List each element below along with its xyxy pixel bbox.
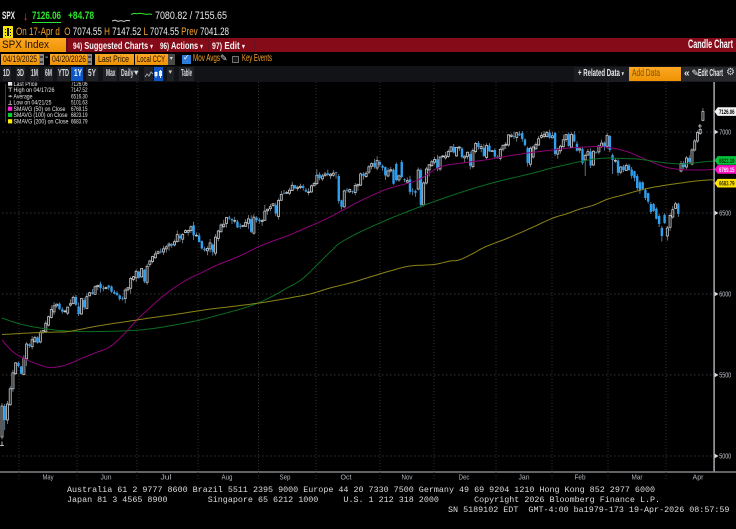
svg-text:6500: 6500 [719, 211, 731, 218]
svg-text:Jul: Jul [161, 473, 172, 482]
svg-text:6769.15: 6769.15 [719, 167, 735, 174]
svg-text:SMAVG (100) on Close: SMAVG (100) on Close [14, 112, 68, 119]
svg-text:Mar: Mar [632, 473, 643, 482]
svg-text:High on 04/17/26: High on 04/17/26 [14, 87, 55, 94]
svg-text:5101.63: 5101.63 [71, 100, 88, 107]
svg-text:6823.19: 6823.19 [71, 112, 88, 119]
svg-text:Low on 04/21/25: Low on 04/21/25 [14, 100, 52, 107]
svg-text:6683.79: 6683.79 [71, 119, 88, 126]
svg-text:7147.52: 7147.52 [71, 87, 88, 94]
svg-text:7000: 7000 [719, 130, 731, 137]
svg-text:7126.06: 7126.06 [719, 109, 735, 116]
svg-text:Sep: Sep [280, 473, 291, 482]
svg-text:Dec: Dec [459, 473, 470, 482]
svg-text:5500: 5500 [719, 373, 731, 380]
svg-text:May: May [43, 473, 54, 482]
svg-text:6823.19: 6823.19 [719, 158, 735, 165]
svg-text:Last Price: Last Price [14, 82, 38, 88]
svg-text:7126.06: 7126.06 [71, 82, 88, 88]
svg-text:6000: 6000 [719, 292, 731, 299]
svg-text:5000: 5000 [719, 454, 731, 461]
svg-text:6769.15: 6769.15 [71, 106, 88, 113]
svg-text:SMAVG (200) on Close: SMAVG (200) on Close [14, 119, 69, 126]
svg-text:6516.30: 6516.30 [71, 93, 88, 100]
svg-text:Oct: Oct [341, 473, 353, 482]
svg-text:Aug: Aug [222, 473, 233, 482]
svg-text:Jun: Jun [101, 473, 112, 482]
svg-text:Nov: Nov [402, 473, 413, 482]
svg-text:Apr: Apr [693, 473, 704, 482]
svg-text:6683.79: 6683.79 [719, 181, 735, 188]
svg-text:Feb: Feb [575, 473, 586, 482]
svg-text:Jan: Jan [519, 473, 530, 482]
svg-text:Average: Average [14, 93, 33, 100]
svg-text:SMAVG (50) on Close: SMAVG (50) on Close [14, 106, 66, 113]
